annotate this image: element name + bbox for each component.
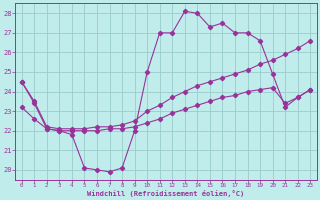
X-axis label: Windchill (Refroidissement éolien,°C): Windchill (Refroidissement éolien,°C) [87, 190, 244, 197]
